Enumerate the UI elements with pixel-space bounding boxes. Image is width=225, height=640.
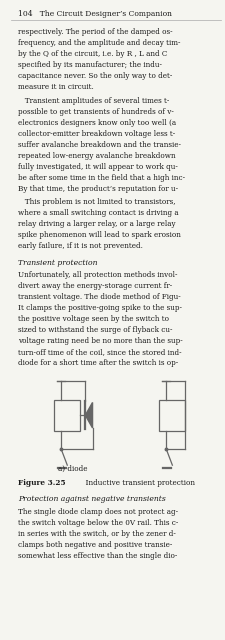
Text: early failure, if it is not prevented.: early failure, if it is not prevented. — [18, 243, 142, 250]
Text: by the Q of the circuit, i.e. by R , L and C: by the Q of the circuit, i.e. by R , L a… — [18, 50, 167, 58]
Text: Inductive transient protection: Inductive transient protection — [81, 479, 194, 486]
Text: collector-emitter breakdown voltage less t-: collector-emitter breakdown voltage less… — [18, 130, 175, 138]
Text: sized to withstand the surge of flyback cu-: sized to withstand the surge of flyback … — [18, 326, 172, 334]
Text: suffer avalanche breakdown and the transie-: suffer avalanche breakdown and the trans… — [18, 141, 180, 148]
Text: fully investigated, it will appear to work qu-: fully investigated, it will appear to wo… — [18, 163, 177, 171]
Text: frequency, and the amplitude and decay tim-: frequency, and the amplitude and decay t… — [18, 39, 180, 47]
Text: the positive voltage seen by the switch to: the positive voltage seen by the switch … — [18, 316, 168, 323]
Text: Transient amplitudes of several times t-: Transient amplitudes of several times t- — [18, 97, 169, 105]
Text: Protection against negative transients: Protection against negative transients — [18, 495, 165, 503]
Text: This problem is not limited to transistors,: This problem is not limited to transisto… — [18, 198, 175, 206]
Text: divert away the energy-storage current fr-: divert away the energy-storage current f… — [18, 282, 172, 291]
Bar — [54, 400, 79, 431]
Text: a) diode: a) diode — [57, 465, 87, 473]
Text: measure it in circuit.: measure it in circuit. — [18, 83, 93, 92]
Text: capacitance never. So the only way to det-: capacitance never. So the only way to de… — [18, 72, 172, 80]
Text: where a small switching contact is driving a: where a small switching contact is drivi… — [18, 209, 178, 218]
Polygon shape — [85, 403, 92, 428]
Text: 104   The Circuit Designer’s Companion: 104 The Circuit Designer’s Companion — [18, 10, 171, 18]
Text: relay driving a larger relay, or a large relay: relay driving a larger relay, or a large… — [18, 220, 175, 228]
Text: clamps both negative and positive transie-: clamps both negative and positive transi… — [18, 541, 172, 549]
Text: voltage rating need be no more than the sup-: voltage rating need be no more than the … — [18, 337, 182, 346]
Text: respectively. The period of the damped os-: respectively. The period of the damped o… — [18, 28, 172, 36]
Text: possible to get transients of hundreds of v-: possible to get transients of hundreds o… — [18, 108, 173, 116]
Text: transient voltage. The diode method of Figu-: transient voltage. The diode method of F… — [18, 293, 180, 301]
Text: somewhat less effective than the single dio-: somewhat less effective than the single … — [18, 552, 177, 560]
Text: electronics designers know only too well (a: electronics designers know only too well… — [18, 119, 176, 127]
Text: turn-off time of the coil, since the stored ind-: turn-off time of the coil, since the sto… — [18, 348, 181, 356]
Text: It clamps the positive-going spike to the sup-: It clamps the positive-going spike to th… — [18, 305, 181, 312]
Text: specified by its manufacturer; the indu-: specified by its manufacturer; the indu- — [18, 61, 161, 69]
Text: The single diode clamp does not protect ag-: The single diode clamp does not protect … — [18, 508, 178, 516]
Bar — [158, 400, 184, 431]
Text: repeated low-energy avalanche breakdown: repeated low-energy avalanche breakdown — [18, 152, 175, 160]
Text: be after some time in the field that a high inc-: be after some time in the field that a h… — [18, 174, 184, 182]
Text: By that time, the product’s reputation for u-: By that time, the product’s reputation f… — [18, 185, 178, 193]
Text: Unfortunately, all protection methods invol-: Unfortunately, all protection methods in… — [18, 271, 177, 279]
Text: diode for a short time after the switch is op-: diode for a short time after the switch … — [18, 360, 178, 367]
Text: in series with the switch, or by the zener d-: in series with the switch, or by the zen… — [18, 530, 175, 538]
Text: the switch voltage below the 0V rail. This c-: the switch voltage below the 0V rail. Th… — [18, 519, 178, 527]
Text: spike phenomenon will lead to spark erosion: spike phenomenon will lead to spark eros… — [18, 232, 180, 239]
Text: Figure 3.25: Figure 3.25 — [18, 479, 65, 486]
Text: Transient protection: Transient protection — [18, 259, 97, 266]
